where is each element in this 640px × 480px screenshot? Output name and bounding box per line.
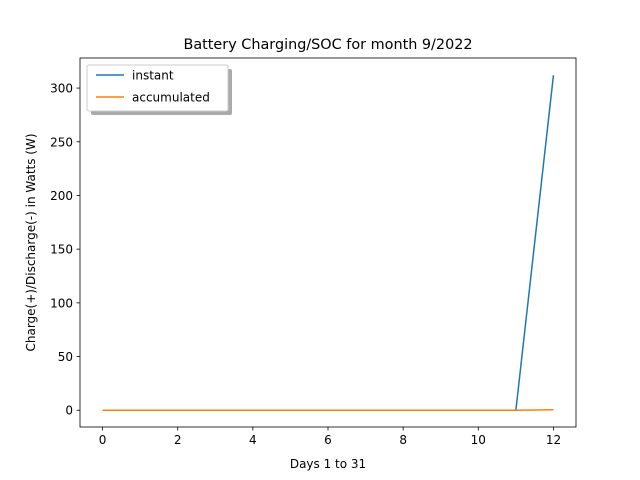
y-tick-label: 0	[65, 404, 73, 418]
x-tick-label: 0	[99, 433, 107, 447]
x-tick-label: 8	[399, 433, 407, 447]
legend-items: instant accumulated	[96, 69, 210, 105]
y-axis-ticks: 0 50 100 150 200 250 300	[50, 82, 80, 418]
x-axis-label: Days 1 to 31	[290, 457, 366, 471]
legend-label-instant: instant	[132, 69, 174, 83]
y-tick-label: 300	[50, 82, 73, 96]
y-tick-label: 100	[50, 296, 73, 310]
x-tick-label: 10	[471, 433, 486, 447]
y-tick-label: 50	[58, 350, 73, 364]
legend-label-accumulated: accumulated	[132, 91, 210, 105]
chart-title: Battery Charging/SOC for month 9/2022	[183, 37, 472, 53]
legend: instant accumulated	[86, 64, 232, 115]
x-tick-label: 4	[249, 433, 257, 447]
x-tick-label: 2	[174, 433, 182, 447]
x-axis-ticks: 0 2 4 6 8 10 12	[99, 427, 561, 447]
y-tick-label: 250	[50, 135, 73, 149]
y-tick-label: 200	[50, 189, 73, 203]
plot-area	[80, 58, 576, 427]
series-line-accumulated	[102, 408, 554, 411]
y-axis-label: Charge(+)/Discharge(-) in Watts (W)	[24, 133, 38, 351]
plot-frame	[79, 57, 577, 428]
series-layer	[102, 75, 555, 411]
x-tick-label: 12	[546, 433, 561, 447]
legend-box	[86, 64, 229, 112]
x-tick-label: 6	[324, 433, 332, 447]
y-tick-label: 150	[50, 243, 73, 257]
